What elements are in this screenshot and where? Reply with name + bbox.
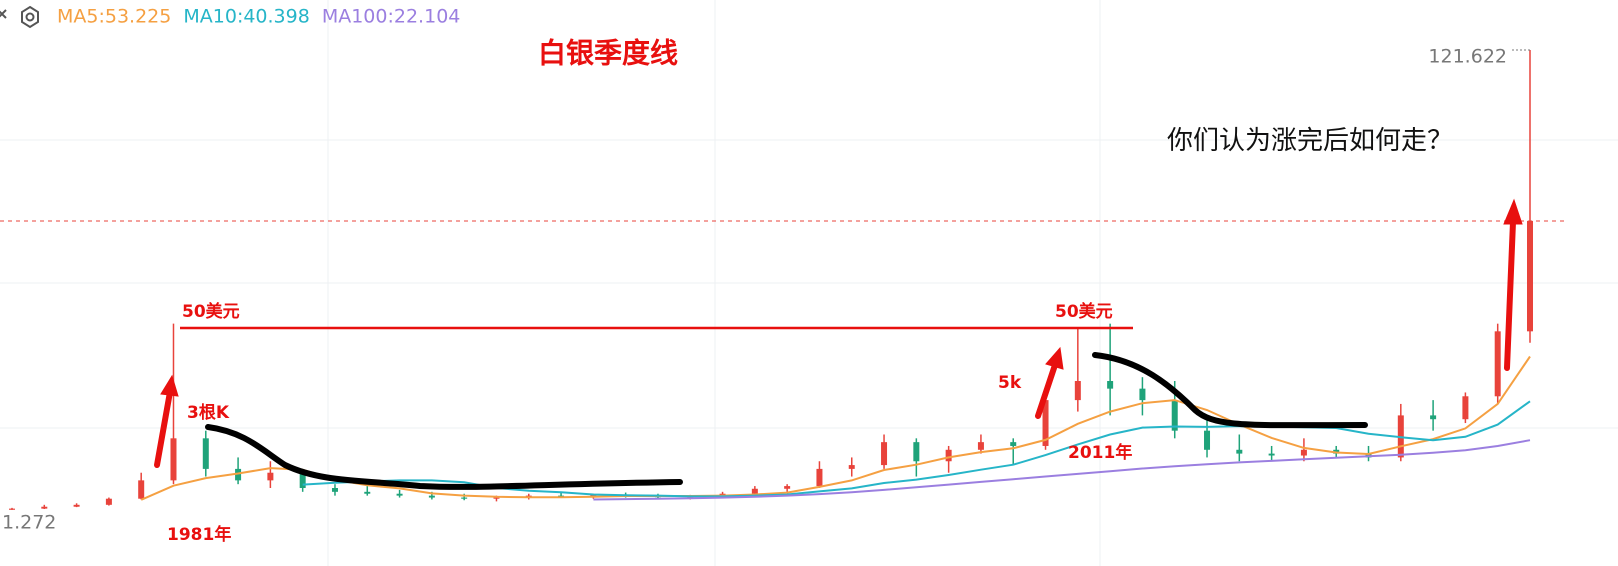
candle-body [364,491,371,494]
question: 你们认为涨完后如何走？ [1167,126,1453,156]
candle-body [1300,449,1307,456]
candle-body [1042,400,1049,446]
sketch-curves [205,352,1368,490]
candle-body [73,504,80,507]
candle-body [9,508,15,510]
candle-body [41,506,48,509]
candle-body [267,472,274,481]
candle-body [1430,415,1437,420]
candle-body [1204,430,1211,450]
ma-line [593,439,1531,501]
candle-body [784,486,791,489]
annotation: 2011年 [1068,442,1132,463]
candle-body [751,488,758,494]
candle-body [493,497,500,499]
candle-body [881,442,888,466]
candle-body [1236,449,1243,454]
candle-body [235,468,242,481]
annotation: 50美元 [1055,301,1113,322]
candle-body [1494,331,1501,397]
candle-body [138,480,145,499]
annotation: 50美元 [182,301,240,322]
max-label: 121.622 [1428,46,1507,68]
candle-body [105,498,112,505]
candle-body [1462,396,1469,420]
candle-body [202,438,209,469]
annotation: 1981年 [167,524,231,545]
candle-body [945,449,952,462]
candle-body [428,495,435,498]
annotation: 3根K [187,402,230,423]
candle-body [1527,220,1533,332]
candle-body [1268,453,1275,456]
candle-body [461,497,468,499]
candle-body [331,488,338,492]
ma-line [140,355,1531,501]
candle-body [590,494,597,497]
chart-title: 白银季度线 [538,37,678,70]
candle-body [170,438,177,481]
candle-body [1010,442,1017,446]
candle-body [848,465,855,469]
legend-entry: MA10:40.398 [183,6,309,28]
candle-body [913,442,920,462]
arrows [154,198,1523,468]
legend-entry: MA5:53.225 [57,6,171,28]
candle-body [558,495,565,497]
candle-body [977,442,984,450]
close-icon[interactable] [0,9,7,19]
legend-entry: MA100:22.104 [322,6,461,28]
candle-body [396,493,403,496]
min-label: 1.272 [2,512,56,534]
candle-body [299,472,306,489]
settings-icon[interactable] [21,5,39,29]
plot: 121.622 1.272 [2,46,1533,534]
candle-body [1107,381,1114,389]
candle-body [1074,381,1081,401]
candle-body [816,468,823,487]
annotation: 5k [998,373,1022,393]
candle-body [1139,388,1146,401]
candle-body [1171,400,1178,431]
legend: MA5:53.225 MA10:40.398 MA100:22.104 [57,6,460,28]
